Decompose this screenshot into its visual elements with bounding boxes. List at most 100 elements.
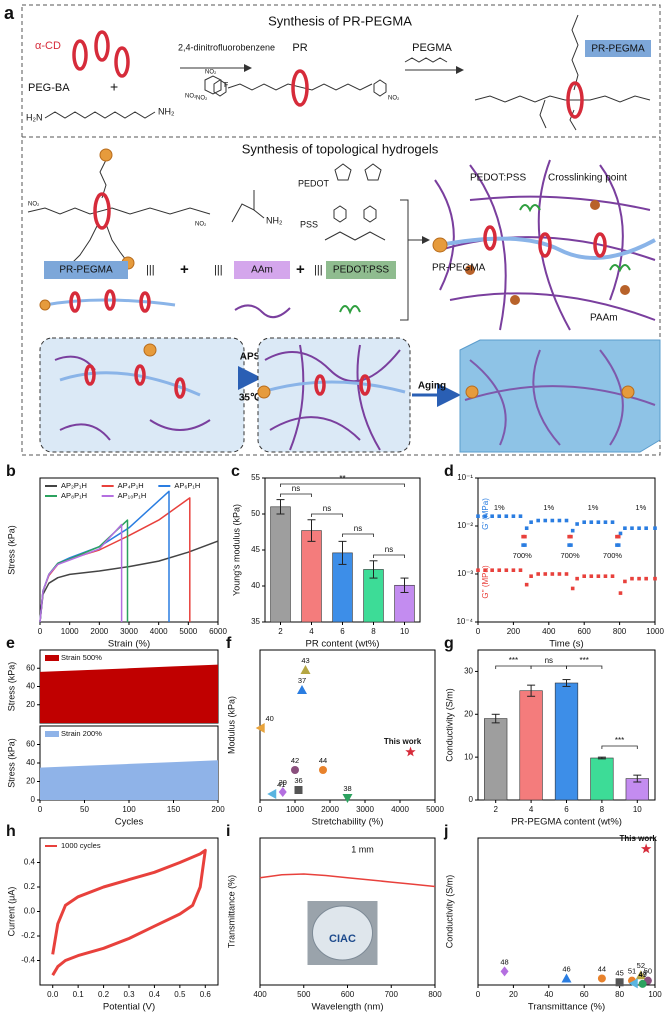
point-label: 44 (598, 964, 606, 973)
bracket (311, 513, 343, 517)
point-label: 38 (343, 784, 351, 793)
x-axis-label: Wavelength (nm) (312, 1002, 384, 1013)
point (596, 574, 601, 578)
line (39, 497, 191, 623)
plus: + (110, 79, 118, 95)
benzene (213, 79, 227, 97)
y-tick-label: 10⁻¹ (457, 473, 473, 482)
point (490, 514, 494, 519)
line (39, 490, 170, 623)
point-label: 42 (291, 756, 299, 765)
y-tick-label: 20 (26, 777, 35, 786)
x-tick-label: 8 (600, 805, 605, 814)
point (615, 978, 624, 987)
x-tick-label: 20 (509, 990, 518, 999)
point (524, 582, 529, 587)
x-tick-label: 1000 (646, 627, 664, 636)
point (536, 572, 540, 576)
ring (359, 374, 371, 396)
point (476, 568, 480, 572)
x-tick-label: 6 (564, 805, 569, 814)
annotation: 700% (560, 551, 580, 560)
y-axis-label: G'' (MPa) (481, 565, 490, 599)
bar (301, 530, 322, 623)
y-axis-label: Conductivity (S/m) (444, 875, 454, 949)
point (561, 973, 572, 983)
hydrogel (459, 339, 661, 453)
chain (571, 14, 579, 91)
crosslink (620, 285, 630, 295)
point (267, 789, 277, 799)
crosslink (465, 265, 475, 275)
y-axis-label: Current (μA) (6, 887, 16, 937)
y-tick-label: 40 (26, 682, 35, 691)
label: PAAm (590, 313, 618, 324)
area (40, 664, 218, 723)
ball (621, 385, 635, 399)
panel-label: b (6, 463, 16, 480)
point (603, 574, 608, 578)
point-label: This work (619, 834, 657, 843)
x-tick-label: 800 (428, 990, 442, 999)
ring (314, 374, 326, 396)
ring (566, 81, 584, 119)
ring (174, 377, 186, 399)
panel-label: a (4, 3, 15, 23)
point-label: 36 (294, 776, 302, 785)
crosslink (510, 295, 520, 305)
point (638, 979, 647, 988)
panel-label: h (6, 823, 16, 840)
y-tick-label: 20 (26, 700, 35, 709)
ball (99, 148, 113, 162)
point (550, 572, 555, 576)
x-tick-label: 40 (544, 990, 553, 999)
point (291, 766, 299, 774)
point (529, 574, 533, 578)
x-tick-label: 4 (309, 627, 314, 636)
label: PR (292, 42, 307, 54)
chain (404, 57, 448, 63)
y-tick-label: 0 (31, 795, 36, 804)
label: PEDOT:PSS (470, 173, 526, 184)
ring (291, 69, 309, 107)
bar (270, 506, 291, 623)
x-tick-label: 0.3 (123, 990, 135, 999)
point-label: 49 (638, 970, 646, 979)
label: Aging (418, 381, 446, 392)
point (504, 514, 509, 519)
point (616, 543, 621, 547)
y-axis-label: Stress (kPa) (6, 662, 16, 712)
legend-label: AP₆P₁H (174, 481, 200, 490)
x-tick-label: 0.2 (98, 990, 110, 999)
point-label: 41 (277, 780, 285, 789)
line (39, 540, 219, 623)
point (575, 576, 579, 581)
point-label: This work (384, 737, 422, 746)
label: PEDOT (298, 178, 330, 188)
point-label: 39 (279, 778, 287, 787)
bracket (280, 483, 405, 487)
legend-label: AP₁₀P₁H (118, 491, 147, 500)
panel-label: e (6, 635, 15, 652)
annotation: 1 mm (351, 844, 374, 854)
y-axis-label: Young's modulus (kPa) (231, 504, 241, 596)
point (557, 518, 562, 523)
bracket (342, 533, 374, 537)
label: PEG-BA (28, 82, 70, 94)
label: PEGMA (412, 42, 452, 54)
label: NO₂ (196, 96, 208, 102)
section-title: Synthesis of PR-PEGMA (268, 13, 412, 28)
y-tick-label: -0.4 (21, 956, 35, 965)
x-tick-label: 0.5 (174, 990, 186, 999)
pedot-icon (339, 305, 361, 315)
point (618, 531, 623, 536)
point-label: 45 (615, 968, 623, 977)
x-tick-label: 5000 (179, 627, 197, 636)
x-tick-label: 2000 (321, 805, 339, 814)
plus: + (296, 261, 305, 278)
chain-icon (261, 380, 406, 394)
bracket (601, 745, 638, 749)
x-tick-label: 50 (80, 805, 89, 814)
chain-icon (59, 371, 201, 397)
point-label: 37 (298, 676, 306, 685)
